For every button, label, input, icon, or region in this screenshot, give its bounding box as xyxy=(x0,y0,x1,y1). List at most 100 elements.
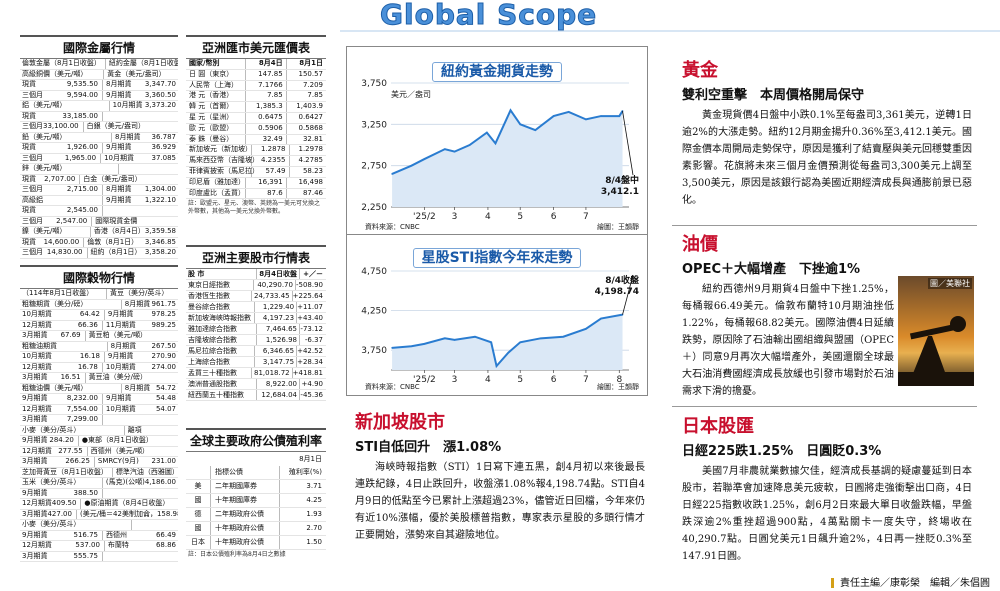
metals-row: 現貨 9,535.50 8月期貨 3,347.70 xyxy=(20,80,178,91)
bonds-cell: 3.71 xyxy=(306,482,322,490)
bonds-cell: 美 xyxy=(186,480,211,493)
grains-cell: 粗糖油價（美元/噸） xyxy=(22,383,88,392)
annotation-leader xyxy=(622,274,634,315)
y-tick-label: 4,250 xyxy=(361,307,387,317)
grains-cell: 9月期貨 xyxy=(107,310,134,318)
data-point xyxy=(444,337,446,340)
metals-cell: 2,547.00 xyxy=(43,216,93,226)
fx-header-cell: 8月1日 xyxy=(299,59,324,67)
stocks-cell: +43.40 xyxy=(297,314,323,322)
grains-row: 粗糖期貨（美分/磅） 8月期貨 961.75 xyxy=(20,299,178,310)
metals-cell: 1,926.00 xyxy=(50,143,103,153)
grains-row: 12月期貨 7,554.00 10月期貨 54.07 xyxy=(20,404,178,415)
fx-row: 歐 元（歐盟） 0.5906 0.5868 xyxy=(186,123,326,135)
grains-cell xyxy=(134,415,178,425)
gold-chart-svg: 3,750 3,250 2,750 2,250 '25/2 3 4 5 6 7 8/4盤中3,412… xyxy=(361,79,639,222)
stocks-row: 澳洲普通股指數 8,922.00 +4.90 xyxy=(186,379,326,390)
fx-row: 日 圓（東京） 147.85 150.57 xyxy=(186,69,326,81)
stocks-cell: 香港恆生指數 xyxy=(186,291,253,301)
data-point xyxy=(519,123,522,126)
bonds-cell: 4.25 xyxy=(306,496,322,504)
metals-cell: 2,707.00 xyxy=(36,174,81,184)
metals-cell: 鋁（美元/噸） xyxy=(22,101,67,109)
grains-cell xyxy=(103,415,134,425)
jp-headline: 日本股匯 xyxy=(682,416,754,437)
fx-cell: 泰 銖（曼谷） xyxy=(186,134,247,145)
grains-cell: 黃豆粕（美元/噸） xyxy=(88,331,147,339)
stocks-row: 孟買三十種指數 81,018.72 +418.81 xyxy=(186,368,326,379)
grains-cell: 黃豆（美分/英斗） xyxy=(110,289,169,297)
metals-row: 鋅（美元/噸） xyxy=(20,164,178,175)
grains-cell: 3月期貨 xyxy=(22,509,48,518)
metals-cell: 三個月 xyxy=(22,90,43,99)
stocks-row: 馬尼拉綜合指數 6,346.65 +42.52 xyxy=(186,346,326,357)
grains-cell: 小麥（美分/英斗） xyxy=(22,520,81,528)
metals-cell: 14,600.00 xyxy=(36,237,85,247)
fx-table: 亞洲匯市美元匯價表 國家/幣別 8月4日 8月1日日 圓（東京） 147.85 150.… xyxy=(186,35,326,218)
fx-cell: 0.6475 xyxy=(246,112,287,123)
metals-cell: 三個月 xyxy=(22,216,43,225)
stocks-cell: 24,733.45 xyxy=(252,291,293,301)
gold-chart-drawer: 繪圖：王韻靜 xyxy=(597,223,639,231)
fx-row: 新加坡元（新加坡） 1.2878 1.2978 xyxy=(186,145,326,157)
fx-cell: 0.5868 xyxy=(298,123,324,132)
fx-cell: 星 元（星洲） xyxy=(186,112,247,123)
x-tick-label: 3 xyxy=(452,212,458,222)
fx-cell: 7.85 xyxy=(307,91,324,100)
fx-row: 印尼盾（雅加達） 16,391 16,498 xyxy=(186,177,326,189)
bonds-row: 國十年期政府公債 2.70 xyxy=(186,522,326,536)
bonds-cell: 2.70 xyxy=(306,524,322,532)
fx-cell: 16,498 xyxy=(298,177,324,186)
stocks-cell: 81,018.72 xyxy=(252,368,293,378)
metals-cell xyxy=(137,217,178,227)
bonds-row: 德二年期政府公債 1.93 xyxy=(186,508,326,522)
oil-pump-silhouette xyxy=(898,316,974,386)
grains-cell: 409.50 xyxy=(52,499,82,509)
metals-cell xyxy=(145,122,178,132)
stocks-cell: 6,346.65 xyxy=(255,346,298,356)
grains-cell xyxy=(80,478,103,488)
metals-cell: 10月期貨 xyxy=(104,153,134,162)
stocks-cell: +225.64 xyxy=(292,292,323,300)
grains-cell xyxy=(80,520,133,530)
grains-cell: 12月期貨 xyxy=(22,499,52,507)
grains-cell: 12月期貨 xyxy=(22,446,52,455)
grains-cell: 274.00 xyxy=(151,362,177,371)
metals-table: 國際金屬行情 倫敦金屬（8月1日收盤） 紐約金屬（8月1日收盤） 高級銅價（美元/噸… xyxy=(20,35,178,259)
metals-cell: 現貨 xyxy=(22,111,36,120)
metals-cell: 1,322.10 xyxy=(144,195,176,204)
fx-cell: 32.49 xyxy=(246,134,287,145)
fx-note: 註：歐盟元、星元、澳幣、英鎊為一美元可兌換之外幣數，其他為一美元兌換外幣數。 xyxy=(188,200,321,216)
divider-1 xyxy=(672,225,977,226)
data-point xyxy=(391,347,393,349)
metals-cell xyxy=(103,112,134,122)
fx-cell: 4.2355 xyxy=(252,156,290,166)
bonds-table: 全球主要政府公債殖利率 8月1日 指標公債 殖利率(%) 美二年期國庫券 3.71 國十… xyxy=(186,428,326,560)
fx-cell: 87.6 xyxy=(246,188,287,199)
metals-cell: 37.085 xyxy=(151,153,177,162)
stocks-row: 曼谷綜合指數 1,229.40 +11.07 xyxy=(186,302,326,313)
x-tick-label: 5 xyxy=(517,375,523,385)
grains-cell: 12月期貨 xyxy=(22,320,52,329)
stocks-cell: 40,290.70 xyxy=(254,280,296,290)
stocks-cell: +28.34 xyxy=(297,358,323,366)
grains-row: 12月期貨 537.00 布蘭特 68.86 xyxy=(20,541,178,552)
grains-cell: 3月期貨 xyxy=(22,331,48,339)
grains-cell: 標準汽油（西雅圖） xyxy=(115,467,178,476)
metals-cell xyxy=(119,164,134,174)
bonds-row: 日本 十年期政府公債 1.50 xyxy=(186,536,326,550)
fx-cell: 1.2878 xyxy=(252,145,290,156)
sg-article: 新加坡股市 STI自低回升 漲1.08% 海峽時報指數（STI）1日寫下連五黑，… xyxy=(355,408,645,544)
metals-row: 鎳（美元/噸） 香港（8月4日） 3,359.58 xyxy=(20,227,178,238)
sg-subhead: STI自低回升 漲1.08% xyxy=(355,440,502,455)
grains-row: 10月期貨 64.42 9月期貨 978.25 xyxy=(20,310,178,321)
grains-cell: 54.07 xyxy=(155,404,176,413)
data-point xyxy=(391,173,393,175)
grains-cell: 388.50 xyxy=(50,488,103,498)
data-point xyxy=(567,111,570,113)
grains-cell: 158.98公升) xyxy=(156,509,178,518)
gold-body: 黃金現貨價4日盤中小跌0.1%至每盎司3,361美元，逆轉1日逾2%的大漲走勢。… xyxy=(682,110,972,206)
metals-cell: 白金（美元/盎司） xyxy=(83,174,142,183)
